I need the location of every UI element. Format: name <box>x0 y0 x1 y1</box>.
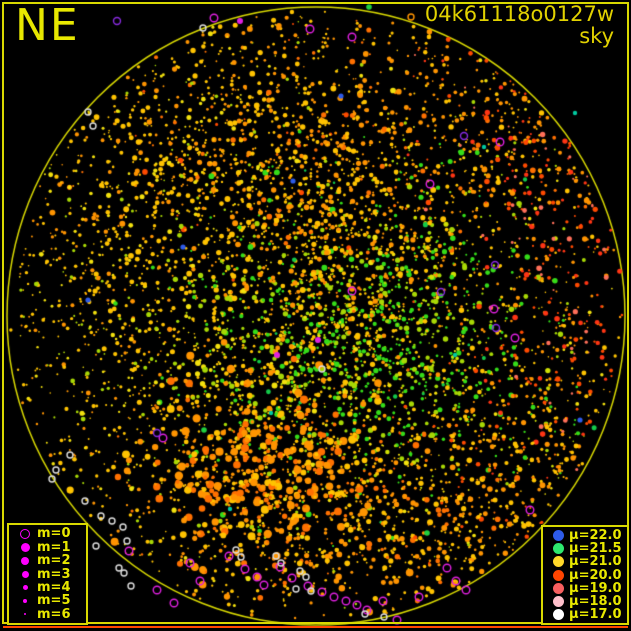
mu18-dot-icon <box>547 595 569 607</box>
legend-row: m=4 <box>13 581 86 594</box>
legend-label: m=1 <box>37 539 71 555</box>
mu17-dot-icon <box>547 608 569 620</box>
legend-label: m=2 <box>37 553 71 569</box>
legend-row: μ=17.0 <box>547 608 627 621</box>
m2-dot-icon <box>13 556 37 565</box>
plot-title: 04k61118o0127w <box>424 2 614 26</box>
m6-dot-icon <box>13 612 37 616</box>
legend-row: m=6 <box>13 608 86 621</box>
legend-label: μ=21.0 <box>569 554 622 570</box>
legend-row: m=2 <box>13 554 86 567</box>
legend-row: μ=22.0 <box>547 529 627 542</box>
legend-label: m=3 <box>37 566 71 582</box>
m0-ring-icon <box>13 528 37 539</box>
legend-label: m=5 <box>37 593 71 609</box>
orientation-label: NE <box>15 0 80 51</box>
legend-label: μ=17.0 <box>569 606 622 622</box>
m4-dot-icon <box>13 584 37 590</box>
plot-subtitle: sky <box>579 24 614 48</box>
legend-row: m=3 <box>13 568 86 581</box>
legend-row: μ=21.5 <box>547 542 627 555</box>
legend-label: μ=21.5 <box>569 541 622 557</box>
legend-row: m=1 <box>13 541 86 554</box>
m1-dot-icon <box>13 542 37 552</box>
legend-row: μ=21.0 <box>547 555 627 568</box>
legend-row: μ=20.0 <box>547 569 627 582</box>
m5-dot-icon <box>13 598 37 603</box>
legend-label: μ=20.0 <box>569 567 622 583</box>
legend-label: μ=22.0 <box>569 528 622 544</box>
mu21-dot-icon <box>547 556 569 568</box>
legend-label: m=0 <box>37 526 71 542</box>
mu19-dot-icon <box>547 582 569 594</box>
legend-label: m=4 <box>37 579 71 595</box>
legend-label: μ=18.0 <box>569 593 622 609</box>
legend-label: m=6 <box>37 606 71 622</box>
magnitude-size-legend: m=0 m=1 m=2 m=3 m=4 m=5 m=6 <box>7 523 88 625</box>
mu22-dot-icon <box>547 530 569 542</box>
mu21-5-dot-icon <box>547 543 569 555</box>
surface-brightness-color-legend: μ=22.0 μ=21.5 μ=21.0 μ=20.0 μ=19.0 μ=18.… <box>541 525 629 625</box>
mu20-dot-icon <box>547 569 569 581</box>
bottom-edge-line <box>3 626 628 628</box>
legend-label: μ=19.0 <box>569 580 622 596</box>
legend-row: m=0 <box>13 527 86 540</box>
legend-row: μ=18.0 <box>547 595 627 608</box>
legend-row: μ=19.0 <box>547 582 627 595</box>
legend-row: m=5 <box>13 594 86 607</box>
title-block: 04k61118o0127w sky <box>425 3 614 47</box>
m3-dot-icon <box>13 570 37 578</box>
